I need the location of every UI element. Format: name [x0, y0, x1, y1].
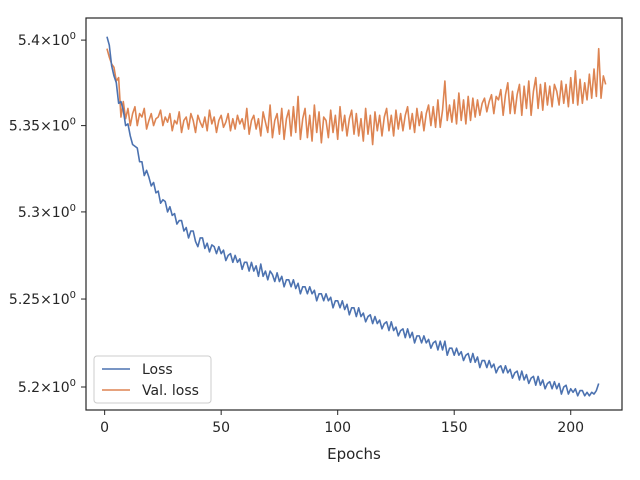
x-tick-label: 150 [441, 420, 468, 436]
y-tick-label: 5.35×100 [9, 117, 76, 135]
y-tick-label: 5.3×100 [18, 203, 76, 221]
legend-frame [93, 355, 212, 404]
y-tick-label: 5.2×100 [18, 378, 76, 396]
x-tick-label: 50 [212, 420, 230, 436]
series-line-val-loss [106, 47, 607, 146]
x-tick-label: 100 [324, 420, 351, 436]
x-axis-ticks: 0 50 100 150 200 [100, 410, 584, 436]
legend-label-loss: Loss [142, 362, 173, 378]
legend: Loss Val. loss [93, 355, 212, 404]
series-line-loss [106, 36, 600, 397]
legend-label-val-loss: Val. loss [142, 383, 199, 399]
x-tick-label: 200 [557, 420, 584, 436]
y-tick-label: 5.25×100 [9, 290, 76, 308]
axes-frame [85, 17, 623, 411]
y-axis-ticks: 5.2×100 5.25×100 5.3×100 5.35×100 5.4×100 [9, 31, 86, 396]
series-layer [106, 36, 607, 397]
plot-area [85, 17, 623, 411]
x-tick-label: 0 [100, 420, 109, 436]
y-tick-label: 5.4×100 [18, 31, 76, 49]
x-axis-label: Epochs [327, 445, 381, 463]
